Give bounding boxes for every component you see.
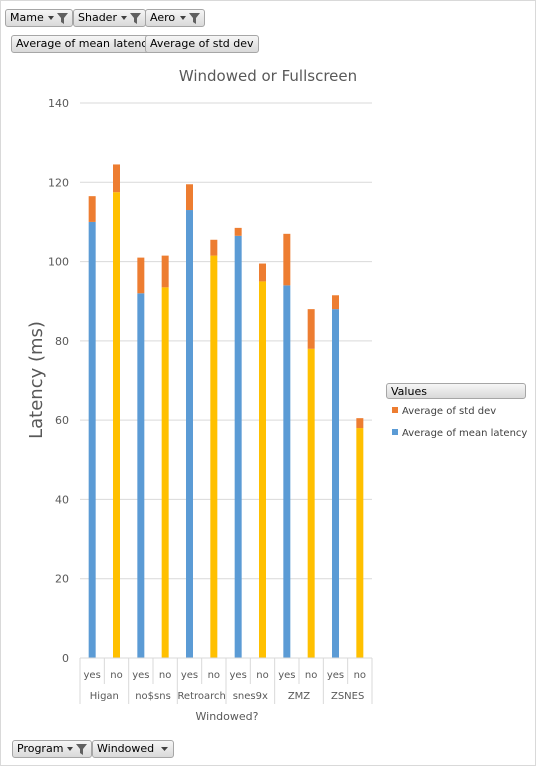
filter-label: Mame [10, 11, 44, 24]
filter-button-aero[interactable]: Aero [145, 9, 205, 27]
x-group-label: Higan [90, 691, 119, 702]
bar-mean-latency[interactable] [234, 235, 242, 658]
y-tick-label: 60 [55, 414, 69, 427]
x-tick-label: no [354, 670, 366, 681]
filter-button-shader[interactable]: Shader [73, 9, 146, 27]
bar-mean-latency[interactable] [210, 255, 218, 658]
legend-item-std-dev: Average of std dev [392, 406, 496, 417]
x-group-label: ZSNES [331, 691, 364, 702]
bar-std-dev[interactable] [234, 227, 242, 236]
legend-header[interactable]: Values [386, 383, 526, 399]
filter-button-windowed[interactable]: Windowed [92, 740, 174, 758]
filter-dropdown-icon [179, 11, 201, 30]
y-tick-label: 80 [55, 335, 69, 348]
filter-label: Windowed [97, 742, 155, 755]
bar-mean-latency[interactable] [259, 281, 266, 658]
legend-swatch [392, 407, 398, 413]
bar-std-dev[interactable] [283, 233, 291, 286]
value-field-mean-latency[interactable]: Average of mean latency [11, 35, 159, 53]
bar-mean-latency[interactable] [283, 285, 291, 658]
x-tick-label: yes [278, 670, 295, 681]
x-tick-label: yes [181, 670, 198, 681]
filter-dropdown-icon [120, 11, 142, 30]
bar-mean-latency[interactable] [88, 221, 96, 658]
bar-std-dev[interactable] [88, 196, 96, 222]
filter-label: Shader [78, 11, 117, 24]
chevron-down-icon [160, 742, 170, 761]
y-tick-label: 100 [48, 256, 69, 269]
filter-label: Program [17, 742, 64, 755]
bar-mean-latency[interactable] [113, 192, 120, 659]
filter-button-mame[interactable]: Mame [5, 9, 73, 27]
x-tick-label: no [256, 670, 268, 681]
legend-label: Average of mean latency [402, 428, 528, 439]
x-tick-label: yes [230, 670, 247, 681]
bar-std-dev[interactable] [137, 257, 145, 294]
legend-label: Average of std dev [402, 406, 497, 417]
bar-mean-latency[interactable] [332, 309, 339, 658]
bar-std-dev[interactable] [307, 309, 315, 349]
bar-std-dev[interactable] [186, 184, 193, 211]
x-tick-label: no [305, 670, 317, 681]
x-group-label: ZMZ [288, 691, 310, 702]
bar-mean-latency[interactable] [137, 293, 145, 658]
legend-header-label: Values [391, 385, 427, 398]
bar-mean-latency[interactable] [307, 348, 315, 658]
y-tick-label: 140 [48, 97, 69, 110]
y-tick-label: 20 [55, 573, 69, 586]
filter-button-program[interactable]: Program [12, 740, 92, 758]
x-axis-title: Windowed? [196, 710, 259, 723]
y-axis-title: Latency (ms) [26, 321, 47, 439]
legend-item-mean-latency: Average of mean latency [392, 428, 527, 439]
x-tick-label: yes [327, 670, 344, 681]
x-tick-label: no [208, 670, 220, 681]
x-group-label: snes9x [233, 691, 268, 702]
x-tick-label: no [110, 670, 122, 681]
chart-title: Windowed or Fullscreen [179, 67, 357, 85]
x-tick-label: yes [132, 670, 149, 681]
x-tick-label: yes [84, 670, 101, 681]
filter-dropdown-icon [66, 742, 88, 761]
bar-mean-latency[interactable] [356, 428, 364, 658]
x-group-label: no$sns [135, 691, 171, 702]
bar-std-dev[interactable] [113, 164, 120, 193]
value-field-label: Average of std dev [150, 37, 254, 50]
x-tick-label: no [159, 670, 171, 681]
bar-std-dev[interactable] [356, 418, 364, 429]
y-tick-label: 0 [62, 652, 69, 665]
bar-mean-latency[interactable] [161, 287, 169, 658]
bar-std-dev[interactable] [259, 263, 266, 282]
x-group-label: Retroarch [177, 691, 225, 702]
bar-std-dev[interactable] [210, 239, 218, 256]
legend-swatch [392, 429, 398, 435]
bar-std-dev[interactable] [161, 255, 169, 288]
value-field-label: Average of mean latency [16, 37, 154, 50]
filter-label: Aero [150, 11, 176, 24]
value-field-std-dev[interactable]: Average of std dev [145, 35, 259, 53]
y-tick-label: 120 [48, 176, 69, 189]
bar-mean-latency[interactable] [186, 210, 193, 659]
bar-std-dev[interactable] [332, 295, 339, 310]
filter-dropdown-icon [47, 11, 69, 30]
y-tick-label: 40 [55, 493, 69, 506]
